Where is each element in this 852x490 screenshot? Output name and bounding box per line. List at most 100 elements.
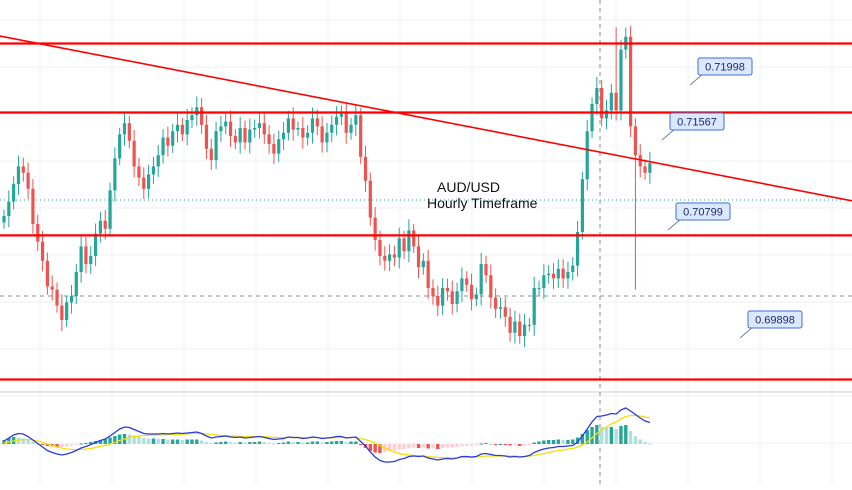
candle-body — [619, 49, 623, 111]
macd-histogram-bar — [277, 443, 281, 444]
candle-body — [180, 124, 184, 135]
candle-body — [431, 288, 435, 296]
macd-histogram-bar — [238, 442, 242, 444]
candle-body — [518, 321, 522, 336]
macd-histogram-bar — [45, 444, 50, 446]
macd-histogram-bar — [551, 440, 556, 444]
macd-histogram-bar — [7, 438, 11, 444]
candle-body — [320, 126, 324, 143]
macd-histogram-bar — [180, 440, 185, 444]
candle-body — [277, 139, 281, 154]
candle-body — [349, 124, 353, 133]
macd-histogram-bar — [513, 444, 517, 445]
macd-histogram-bar — [151, 438, 156, 444]
macd-histogram-bar — [638, 439, 642, 444]
candle-body — [600, 88, 604, 119]
macd-histogram-bar — [624, 425, 628, 444]
candle-body — [392, 254, 397, 258]
macd-histogram-bar — [55, 444, 59, 447]
candle-body — [604, 110, 609, 119]
macd-histogram-bar — [546, 440, 551, 444]
trendline-group — [0, 35, 852, 202]
macd-histogram-bar — [257, 441, 262, 444]
macd-histogram-bar — [421, 444, 426, 448]
candle-body — [465, 278, 469, 285]
candle-body — [137, 166, 141, 178]
macd-histogram-bar — [358, 444, 363, 445]
candle-body — [84, 246, 88, 264]
candle-body — [296, 128, 300, 130]
candle-body — [339, 113, 343, 117]
macd-histogram-bar — [503, 444, 507, 445]
candle-body — [330, 124, 334, 133]
candle-body — [609, 92, 613, 111]
candle-body — [74, 272, 78, 296]
candle-body — [460, 278, 464, 292]
macd-histogram-bar — [296, 442, 300, 444]
trendline — [0, 35, 852, 202]
candle-body — [156, 155, 160, 167]
candle-body — [190, 115, 194, 120]
macd-histogram-bar — [330, 441, 334, 444]
candle-body — [368, 180, 372, 218]
candle-body — [489, 275, 493, 298]
macd-histogram-bar — [566, 440, 570, 444]
macd-histogram-bar — [532, 442, 536, 444]
macd-histogram-bar — [31, 442, 35, 444]
candle-body — [359, 115, 363, 157]
macd-histogram-bar — [272, 443, 276, 445]
macd-signal-line — [3, 414, 651, 459]
candle-body — [441, 288, 445, 306]
candle-body — [513, 321, 517, 333]
candles — [2, 26, 652, 348]
macd-histogram-bar — [16, 437, 21, 444]
macd-histogram-bar — [489, 444, 493, 445]
macd-histogram-bar — [209, 443, 213, 444]
macd-histogram-bar — [378, 444, 382, 453]
candle-body — [257, 123, 262, 128]
macd-histogram-bar — [373, 444, 377, 453]
candle-body — [214, 131, 218, 160]
candle-body — [224, 121, 228, 127]
macd-histogram-bar — [619, 426, 623, 444]
macd-histogram-bar — [498, 444, 503, 445]
candle-body — [161, 137, 165, 156]
candle-body — [113, 158, 117, 191]
macd-histogram-bar — [281, 442, 286, 444]
candle-body — [484, 264, 488, 276]
macd-histogram-bar — [431, 444, 435, 449]
macd-histogram-bar — [508, 444, 512, 446]
candle-body — [31, 188, 35, 224]
macd-histogram-bar — [518, 444, 522, 446]
candle-body — [118, 134, 122, 159]
candle-body — [36, 224, 40, 242]
macd-histogram-bar — [103, 439, 107, 444]
candle-body — [412, 230, 416, 247]
candle-body — [171, 131, 175, 146]
candle-body — [542, 275, 546, 288]
macd-histogram-bar — [537, 441, 541, 444]
candle-body — [498, 307, 503, 309]
candle-body — [21, 166, 25, 173]
candle-body — [310, 118, 315, 133]
macd-histogram-bar — [161, 439, 165, 444]
candle-body — [354, 115, 358, 125]
candle-body — [450, 291, 454, 304]
candle-body — [195, 107, 199, 116]
macd-histogram-bar — [575, 437, 580, 444]
macd-histogram-bar — [89, 442, 93, 444]
candle-body — [421, 260, 425, 268]
macd-histogram-bar — [214, 442, 218, 444]
macd-histogram-bar — [628, 431, 633, 444]
macd-histogram-bar — [571, 439, 575, 444]
macd-histogram-bar — [474, 444, 479, 446]
candle-body — [416, 246, 421, 268]
candle-body — [219, 126, 223, 132]
candle-body — [503, 307, 507, 317]
macd-histogram-bar — [493, 444, 498, 445]
macd-histogram-bar — [344, 442, 348, 444]
candle-body — [571, 265, 575, 272]
macd-histogram-bar — [561, 440, 565, 444]
